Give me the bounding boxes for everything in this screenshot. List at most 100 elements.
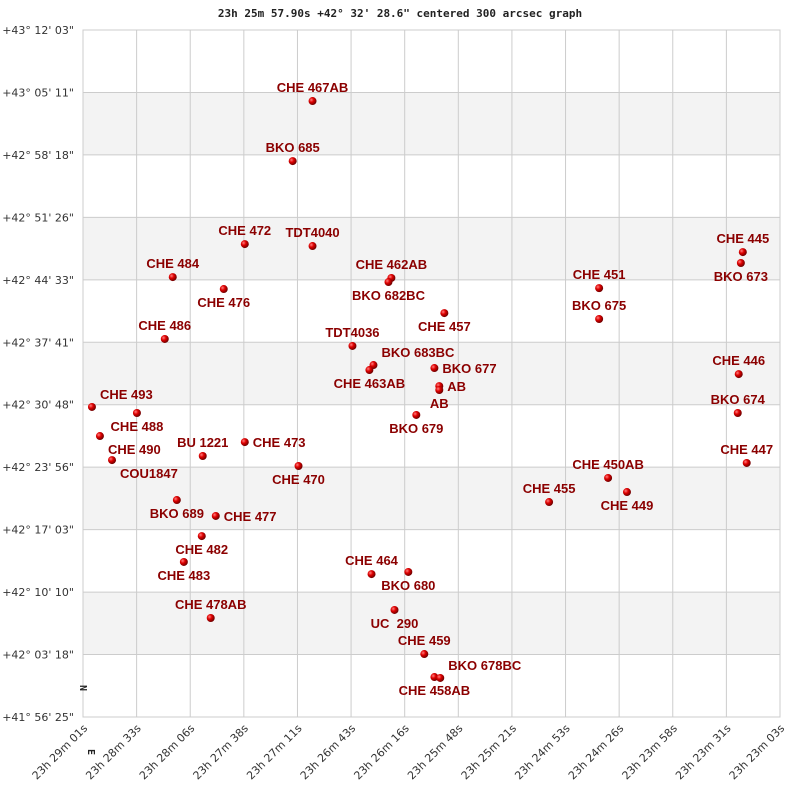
star-marker[interactable] (87, 402, 96, 411)
star-marker[interactable] (742, 458, 751, 467)
compass-north: N (77, 685, 88, 691)
star-marker[interactable] (219, 285, 228, 294)
x-tick-label: 23h 23m 58s (619, 722, 680, 783)
star-marker[interactable] (240, 240, 249, 249)
star-label: COU1847 (120, 466, 178, 481)
plot-frame (82, 29, 781, 718)
star-labels: CHE 467AB BKO 685 CHE 472 TDT4040 CHE 484 CHE… (100, 80, 773, 698)
star-label: CHE 450AB (572, 457, 644, 472)
background-bands (83, 92, 780, 655)
band (83, 342, 780, 405)
star-marker[interactable] (604, 473, 613, 482)
star-marker[interactable] (179, 557, 188, 566)
star-label: UC 290 (371, 616, 419, 631)
star-marker[interactable] (736, 258, 745, 267)
star-marker[interactable] (440, 309, 449, 318)
star-marker[interactable] (420, 650, 429, 659)
star-marker[interactable] (622, 488, 631, 497)
band (83, 592, 780, 655)
y-tick-label: +42° 51' 26" (2, 211, 74, 224)
star-marker[interactable] (160, 334, 169, 343)
star-marker[interactable] (404, 567, 413, 576)
x-tick-label: 23h 27m 11s (244, 722, 305, 783)
star-marker[interactable] (595, 315, 604, 324)
star-marker[interactable] (308, 97, 317, 106)
y-tick-label: +42° 17' 03" (2, 524, 74, 537)
star-label: CHE 476 (197, 295, 250, 310)
y-tick-label: +42° 37' 41" (2, 336, 74, 349)
star-label: CHE 486 (138, 318, 191, 333)
x-tick-label: 23h 25m 48s (405, 722, 466, 783)
star-marker[interactable] (348, 341, 357, 350)
star-marker[interactable] (734, 370, 743, 379)
star-label: CHE 470 (272, 472, 325, 487)
x-tick-label: 23h 23m 03s (727, 722, 788, 783)
star-marker[interactable] (436, 673, 445, 682)
star-marker[interactable] (595, 284, 604, 293)
band (83, 217, 780, 280)
star-marker[interactable] (206, 613, 215, 622)
chart-title: 23h 25m 57.90s +42° 32' 28.6" centered 3… (218, 7, 582, 20)
star-marker[interactable] (390, 605, 399, 614)
star-marker[interactable] (197, 532, 206, 541)
star-label: CHE 484 (146, 256, 200, 271)
star-marker[interactable] (132, 409, 141, 418)
star-label: BKO 677 (442, 361, 496, 376)
star-label: CHE 477 (224, 509, 277, 524)
star-marker[interactable] (211, 511, 220, 520)
star-marker[interactable] (738, 248, 747, 257)
x-tick-label: 23h 26m 16s (351, 722, 412, 783)
band (83, 92, 780, 155)
star-label: CHE 493 (100, 387, 153, 402)
star-marker[interactable] (95, 432, 104, 441)
star-label: CHE 449 (601, 498, 654, 513)
y-tick-label: +42° 44' 33" (2, 274, 74, 287)
star-label: CHE 478AB (175, 597, 247, 612)
compass-east: E (85, 749, 96, 755)
star-label: CHE 490 (108, 442, 161, 457)
star-marker[interactable] (367, 570, 376, 579)
y-tick-label: +43° 12' 03" (2, 24, 74, 37)
x-tick-label: 23h 28m 06s (137, 722, 198, 783)
star-marker[interactable] (733, 409, 742, 418)
star-label: CHE 445 (716, 231, 769, 246)
star-label: BKO 685 (266, 140, 320, 155)
star-marker[interactable] (172, 496, 181, 505)
star-marker[interactable] (108, 456, 117, 465)
star-label: CHE 473 (253, 435, 306, 450)
star-marker[interactable] (288, 157, 297, 166)
star-label: BKO 678BC (448, 658, 522, 673)
star-label: CHE 463AB (334, 376, 406, 391)
star-marker[interactable] (308, 242, 317, 251)
y-tick-labels: +43° 12' 03" +43° 05' 11" +42° 58' 18" +42°… (2, 24, 74, 724)
star-label: BKO 679 (389, 421, 443, 436)
star-label: CHE 446 (712, 353, 765, 368)
y-tick-label: +42° 23' 56" (2, 461, 74, 474)
y-tick-label: +42° 03' 18" (2, 649, 74, 662)
band (83, 467, 780, 530)
star-marker[interactable] (198, 452, 207, 461)
star-label: BKO 673 (714, 269, 768, 284)
star-label: CHE 464 (345, 553, 399, 568)
star-label: BKO 674 (711, 392, 766, 407)
star-marker[interactable] (435, 386, 444, 395)
star-marker[interactable] (384, 278, 393, 287)
star-marker[interactable] (294, 461, 303, 470)
star-label: BKO 682BC (352, 288, 426, 303)
star-marker[interactable] (240, 438, 249, 447)
x-tick-label: 23h 27m 38s (191, 722, 252, 783)
x-tick-label: 23h 29m 01s (30, 722, 91, 783)
star-marker[interactable] (168, 273, 177, 282)
star-label: BKO 675 (572, 298, 626, 313)
y-tick-label: +42° 58' 18" (2, 149, 74, 162)
star-marker[interactable] (365, 366, 374, 375)
star-label: CHE 459 (398, 633, 451, 648)
star-marker[interactable] (545, 498, 554, 507)
star-marker[interactable] (412, 410, 421, 419)
y-tick-label: +42° 10' 10" (2, 586, 74, 599)
star-label: TDT4040 (285, 225, 339, 240)
star-marker[interactable] (430, 364, 439, 373)
x-tick-label: 23h 24m 53s (512, 722, 573, 783)
